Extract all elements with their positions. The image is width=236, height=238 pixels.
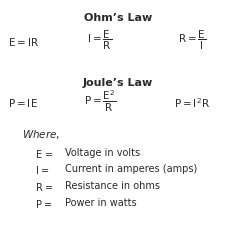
Text: $\mathregular{R = \dfrac{E}{I}}$: $\mathregular{R = \dfrac{E}{I}}$ — [178, 28, 206, 52]
Text: $\mathregular{P}$ =: $\mathregular{P}$ = — [35, 198, 54, 209]
Text: $\mathregular{E}$ =: $\mathregular{E}$ = — [35, 148, 55, 160]
Text: $\mathregular{P = \dfrac{E^2}{R}}$: $\mathregular{P = \dfrac{E^2}{R}}$ — [84, 89, 116, 114]
Text: Joule’s Law: Joule’s Law — [83, 78, 153, 88]
Text: Current in amperes (amps): Current in amperes (amps) — [65, 164, 197, 174]
Text: $\it{Where,}$: $\it{Where,}$ — [22, 128, 60, 141]
Text: $\mathregular{P = I^2R}$: $\mathregular{P = I^2R}$ — [174, 96, 210, 110]
Text: $\mathregular{P = IE}$: $\mathregular{P = IE}$ — [8, 97, 38, 109]
Text: Resistance in ohms: Resistance in ohms — [65, 181, 160, 191]
Text: $\mathregular{I = \dfrac{E}{R}}$: $\mathregular{I = \dfrac{E}{R}}$ — [88, 28, 113, 52]
Text: $\mathregular{E = IR}$: $\mathregular{E = IR}$ — [8, 36, 39, 48]
Text: Power in watts: Power in watts — [65, 198, 137, 208]
Text: Voltage in volts: Voltage in volts — [65, 148, 140, 158]
Text: $\mathregular{R}$ =: $\mathregular{R}$ = — [35, 181, 55, 193]
Text: Ohm’s Law: Ohm’s Law — [84, 13, 152, 23]
Text: $\mathregular{I}$ =: $\mathregular{I}$ = — [35, 164, 51, 177]
